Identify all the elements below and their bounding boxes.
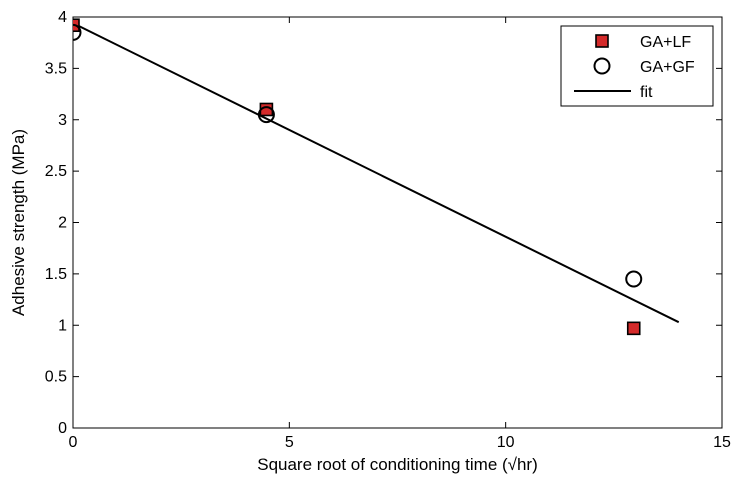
x-tick-label: 0 xyxy=(69,434,78,451)
x-axis-label: Square root of conditioning time (√hr) xyxy=(257,455,538,474)
legend-label-fit: fit xyxy=(640,84,653,101)
legend: GA+LF GA+GF fit xyxy=(560,25,714,107)
legend-marker-ga-gf xyxy=(593,57,611,75)
y-tick-label: 2.5 xyxy=(45,163,67,180)
y-tick-label: 3.5 xyxy=(45,60,67,77)
legend-label-ga-gf: GA+GF xyxy=(640,59,695,76)
x-tick-label: 5 xyxy=(285,434,294,451)
y-tick-label: 0 xyxy=(58,420,67,437)
point-ga-lf xyxy=(626,321,641,336)
y-axis-label: Adhesive strength (MPa) xyxy=(9,129,28,316)
point-ga-gf xyxy=(73,23,82,41)
point-ga-gf xyxy=(257,106,275,124)
legend-marker-ga-lf xyxy=(595,34,609,48)
legend-label-ga-lf: GA+LF xyxy=(640,34,691,51)
x-tick-label: 10 xyxy=(497,434,515,451)
legend-box xyxy=(560,25,714,107)
y-tick-label: 2 xyxy=(58,215,67,232)
y-tick-label: 4 xyxy=(58,9,67,26)
marks-layer xyxy=(73,18,680,336)
point-ga-gf xyxy=(625,270,643,288)
axes-layer: 0 5 10 15 0 0.5 1 1.5 2 2.5 3 3.5 4 Square root of co… xyxy=(9,9,731,474)
fit-line xyxy=(73,22,680,324)
y-tick-label: 1.5 xyxy=(45,266,67,283)
y-tick-label: 0.5 xyxy=(45,369,67,386)
x-tick-label: 15 xyxy=(713,434,731,451)
y-tick-label: 1 xyxy=(58,317,67,334)
y-tick-label: 3 xyxy=(58,112,67,129)
plot-area xyxy=(73,18,680,336)
